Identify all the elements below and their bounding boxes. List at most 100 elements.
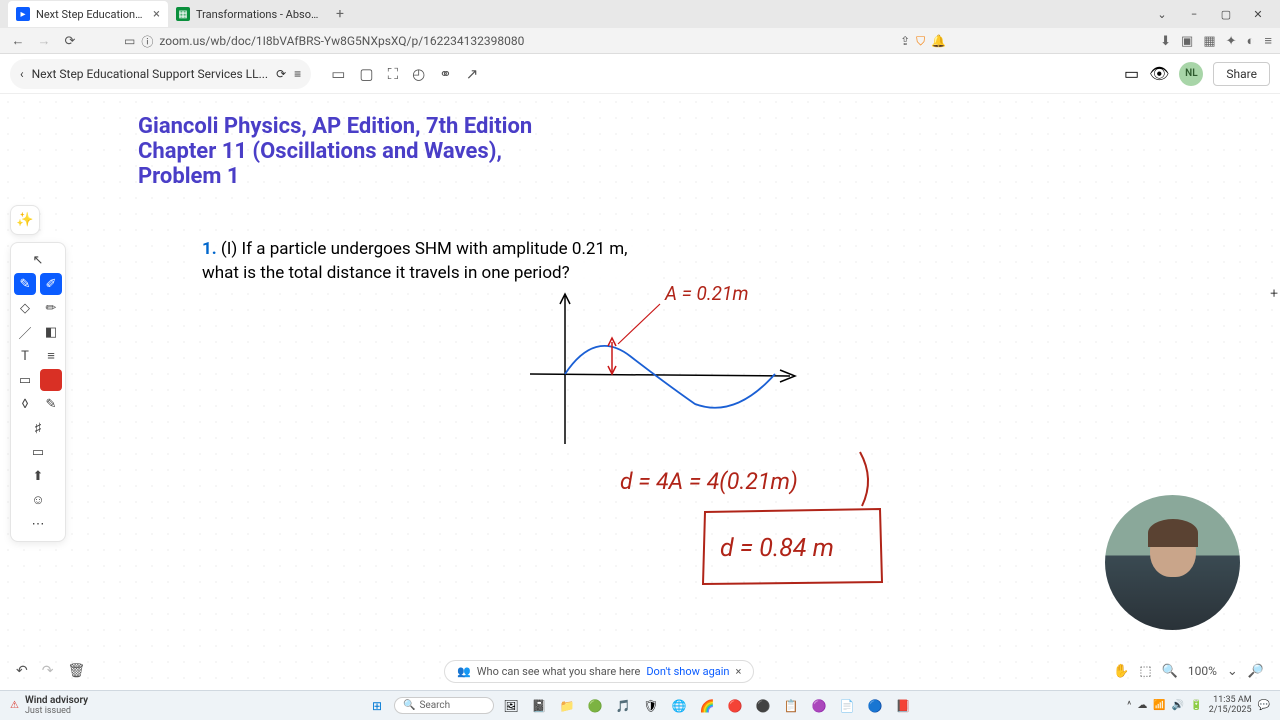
problem-heading: Giancoli Physics, AP Edition, 7th Editio… <box>138 114 532 189</box>
browser-tab[interactable]: ▦ Transformations - Absolut Value Fu <box>168 1 328 27</box>
task-app[interactable]: 📋 <box>780 695 802 717</box>
redo-button[interactable]: ↷ <box>42 663 54 679</box>
tray-chevron-icon[interactable]: ^ <box>1127 700 1131 711</box>
task-app[interactable]: 📕 <box>892 695 914 717</box>
frame-tool[interactable]: ♯ <box>27 417 49 439</box>
ai-spark-button[interactable]: ✨ <box>10 205 40 235</box>
trash-button[interactable]: 🗑 <box>67 663 85 679</box>
refresh-icon[interactable]: ⟳ <box>276 67 286 81</box>
fit-tool[interactable]: ⬚ <box>1139 664 1151 679</box>
tab-close-icon[interactable]: × <box>153 7 160 22</box>
taskbar-search[interactable]: 🔍 Search <box>394 697 494 714</box>
reader-icon[interactable]: ▭ <box>124 34 135 48</box>
profile-icon[interactable]: ◐ <box>1247 33 1255 49</box>
timer-icon[interactable]: ◴ <box>412 65 425 83</box>
task-app[interactable]: 🔴 <box>724 695 746 717</box>
url-input[interactable]: ▭ ⓘ zoom.us/wb/doc/1I8bVAfBRS-Yw8G5NXpsX… <box>116 33 954 50</box>
zoom-percent[interactable]: 100% <box>1188 664 1217 678</box>
chevron-left-icon: ‹ <box>20 67 24 81</box>
doc-breadcrumb[interactable]: ‹ Next Step Educational Support Services… <box>10 59 311 89</box>
extensions-icon[interactable]: ▦ <box>1203 34 1215 49</box>
pages-icon[interactable]: ▭ <box>331 65 345 83</box>
comment-icon[interactable]: ▭ <box>1124 64 1139 83</box>
hand-tool[interactable]: ✋ <box>1113 664 1129 679</box>
text-tool[interactable]: T <box>14 345 36 367</box>
share-button[interactable]: Share <box>1213 62 1270 86</box>
weather-sub: Just issued <box>25 706 88 716</box>
tray-onedrive-icon[interactable]: ☁ <box>1137 700 1147 711</box>
people-icon: 👥 <box>457 665 471 678</box>
whiteboard-canvas[interactable]: Giancoli Physics, AP Edition, 7th Editio… <box>0 94 1280 680</box>
tray-volume-icon[interactable]: 🔊 <box>1172 700 1184 711</box>
new-tab-button[interactable]: + <box>328 6 352 22</box>
reload-button[interactable]: ⟳ <box>60 31 80 51</box>
dismiss-link[interactable]: Don't show again <box>646 665 729 678</box>
task-app[interactable]: 🟣 <box>808 695 830 717</box>
restore-button[interactable]: ▢ <box>1212 4 1240 24</box>
shape-tool[interactable]: ◇ <box>14 297 36 319</box>
notification-icon[interactable]: 🔔 <box>931 34 946 48</box>
pen-variant-tool[interactable]: ✐ <box>40 273 62 295</box>
task-app[interactable]: 🌐 <box>668 695 690 717</box>
sparkle-icon[interactable]: ✦ <box>1226 34 1237 49</box>
amplitude-label: A = 0.21m <box>664 284 749 305</box>
comment-tool[interactable]: ◊ <box>14 393 36 415</box>
eraser-tool[interactable]: ◧ <box>40 321 62 343</box>
task-app[interactable]: 🔵 <box>864 695 886 717</box>
task-app[interactable]: 🟢 <box>584 695 606 717</box>
dropdown-icon[interactable]: ⌄ <box>1148 4 1176 24</box>
line-tool[interactable]: ／ <box>14 321 36 343</box>
image-icon[interactable]: ⛶ <box>388 65 399 83</box>
share-url-icon[interactable]: ⇪ <box>900 34 910 48</box>
tray-battery-icon[interactable]: 🔋 <box>1190 700 1202 711</box>
task-app[interactable]: 🛡 <box>640 695 662 717</box>
forward-button[interactable]: → <box>34 31 54 51</box>
cast-icon[interactable]: ▣ <box>1181 34 1193 49</box>
minimize-button[interactable]: − <box>1180 4 1208 24</box>
weather-widget[interactable]: ⚠ Wind advisory Just issued <box>10 695 88 716</box>
upload-tool[interactable]: ⬆ <box>27 465 49 487</box>
avatar[interactable]: NL <box>1179 62 1203 86</box>
emoji-tool[interactable]: ☺ <box>27 489 49 511</box>
task-app[interactable]: 📄 <box>836 695 858 717</box>
shield-icon[interactable]: ⛉ <box>916 34 925 49</box>
tray-clock[interactable]: 11:35 AM 2/15/2025 <box>1209 696 1252 716</box>
people-icon[interactable]: ⚭ <box>439 65 452 83</box>
site-info-icon[interactable]: ⓘ <box>141 33 153 50</box>
pen-tool[interactable]: ✎ <box>14 273 36 295</box>
zoom-dropdown-icon[interactable]: ⌄ <box>1227 664 1238 679</box>
download-icon[interactable]: ⬇ <box>1160 34 1171 49</box>
eyedropper-tool[interactable]: ✎ <box>40 393 62 415</box>
close-notice-icon[interactable]: × <box>735 665 741 678</box>
zoom-out-button[interactable]: 🔍 <box>1162 664 1178 679</box>
back-button[interactable]: ← <box>8 31 28 51</box>
visibility-icon[interactable]: 👁 <box>1149 64 1169 83</box>
tray-notifications-icon[interactable]: 💬 <box>1258 700 1270 711</box>
note-tool[interactable]: ▭ <box>14 369 36 391</box>
task-app[interactable]: 📁 <box>556 695 578 717</box>
task-app[interactable]: ⚫ <box>752 695 774 717</box>
select-tool[interactable]: ↖ <box>27 249 49 271</box>
browser-tab-active[interactable]: ▸ Next Step Educational Support × <box>8 1 168 27</box>
start-button[interactable]: ⊞ <box>366 695 388 717</box>
pencil-tool[interactable]: ✏ <box>40 297 62 319</box>
template-tool[interactable]: ▭ <box>27 441 49 463</box>
tray-wifi-icon[interactable]: 📶 <box>1153 700 1165 711</box>
menu-icon[interactable]: ≡ <box>1264 33 1272 49</box>
task-app[interactable]: 🖼 <box>500 695 522 717</box>
width-tool[interactable]: ≡ <box>40 345 62 367</box>
weather-icon: ⚠ <box>10 700 19 711</box>
heading-line: Chapter 11 (Oscillations and Waves), <box>138 139 532 164</box>
more-tools[interactable]: ⋯ <box>27 513 49 535</box>
close-window-button[interactable]: ✕ <box>1244 4 1272 24</box>
list-icon[interactable]: ≡ <box>294 67 301 81</box>
pointer-icon[interactable]: ↗ <box>466 65 479 83</box>
color-red[interactable] <box>40 369 62 391</box>
undo-button[interactable]: ↶ <box>16 663 28 679</box>
present-icon[interactable]: ▢ <box>359 65 373 83</box>
task-app[interactable]: 🌈 <box>696 695 718 717</box>
task-app[interactable]: 📓 <box>528 695 550 717</box>
webcam-bubble[interactable] <box>1105 495 1240 630</box>
task-app[interactable]: 🎵 <box>612 695 634 717</box>
zoom-in-button[interactable]: 🔎 <box>1248 664 1264 679</box>
